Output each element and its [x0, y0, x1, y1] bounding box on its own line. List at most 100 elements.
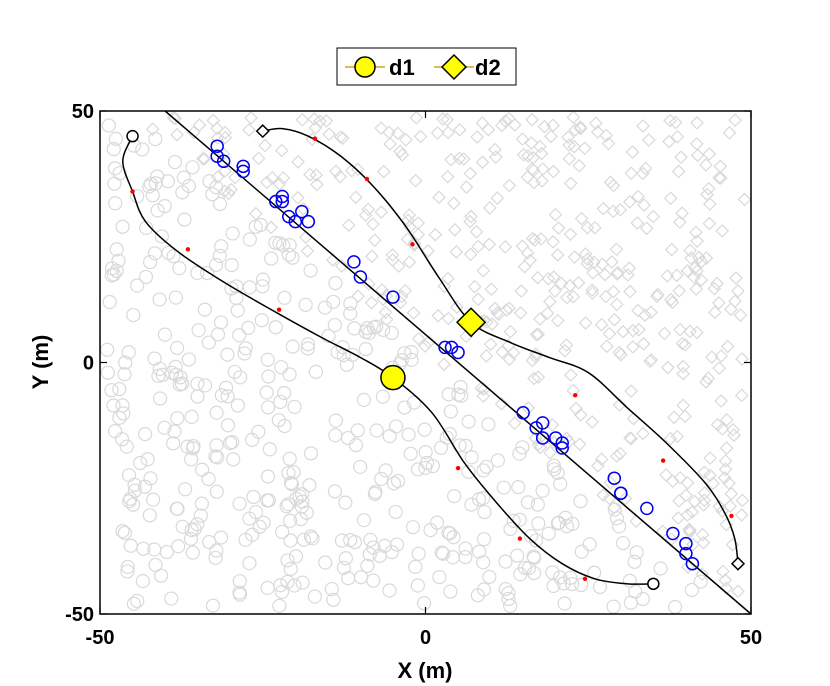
background-circle-marker [205, 598, 221, 613]
background-circle-marker [356, 392, 371, 408]
background-circle-marker [172, 261, 187, 276]
background-circle-marker [405, 520, 421, 535]
background-diamond-marker [221, 186, 236, 201]
background-circle-marker [256, 515, 271, 530]
background-diamond-marker [554, 276, 569, 291]
background-diamond-marker [210, 170, 225, 184]
background-circle-marker [209, 405, 224, 420]
background-circle-marker [305, 531, 320, 546]
background-circle-marker [627, 554, 642, 569]
route-point [216, 154, 231, 169]
background-diamond-marker [568, 123, 583, 137]
background-diamond-marker [607, 500, 621, 515]
background-diamond-marker [670, 429, 685, 444]
background-diamond-marker [578, 247, 593, 261]
route-point [236, 159, 250, 174]
route-point [347, 255, 361, 269]
background-diamond-marker [701, 371, 716, 386]
route-point [438, 340, 452, 355]
background-diamond-marker [612, 345, 627, 360]
background-circle-marker [181, 352, 197, 367]
background-diamond-marker [395, 147, 410, 162]
background-diamond-marker [731, 584, 745, 599]
background-circle-marker [550, 465, 565, 480]
route-point [295, 204, 309, 219]
background-diamond-marker [421, 244, 435, 258]
background-diamond-marker [650, 287, 665, 302]
background-circle-marker [374, 471, 389, 486]
background-circle-marker [200, 265, 215, 281]
background-diamond-marker [650, 289, 664, 304]
background-diamond-marker [217, 184, 232, 199]
background-diamond-marker [662, 134, 676, 149]
background-diamond-marker [546, 270, 561, 284]
background-circle-marker [348, 438, 364, 453]
background-circle-marker [442, 526, 458, 541]
background-diamond-marker [638, 161, 653, 176]
background-diamond-marker [290, 190, 305, 205]
x-axis-label: X (m) [398, 658, 453, 683]
background-circle-marker [417, 422, 432, 437]
background-diamond-marker [563, 278, 577, 293]
background-circle-marker [184, 409, 199, 425]
background-diamond-marker [430, 126, 445, 140]
background-diamond-marker [669, 268, 684, 283]
background-diamond-marker [602, 326, 617, 341]
background-circle-marker [523, 529, 539, 544]
background-circle-marker [107, 161, 123, 176]
route-point [614, 486, 628, 501]
background-circle-marker [274, 360, 289, 375]
background-circle-marker [403, 446, 418, 461]
background-diamond-marker [196, 151, 210, 166]
legend-item-d2[interactable]: d2 [434, 53, 501, 81]
route-point [555, 441, 569, 455]
legend-item-d1[interactable]: d1 [345, 55, 415, 80]
route-point [210, 139, 224, 153]
background-diamond-marker [591, 458, 605, 473]
background-diamond-marker [622, 194, 637, 209]
background-diamond-marker [488, 301, 502, 316]
background-circle-marker [169, 501, 184, 516]
background-circle-marker [287, 399, 302, 415]
background-circle-marker [107, 424, 123, 439]
background-diamond-marker [411, 227, 426, 242]
background-circle-marker [461, 414, 476, 429]
background-diamond-marker [706, 476, 720, 491]
background-diamond-marker [631, 303, 645, 318]
background-diamond-marker [499, 303, 514, 317]
background-diamond-marker [507, 416, 522, 431]
background-circle-marker [178, 482, 193, 497]
background-markers [100, 110, 752, 615]
background-diamond-marker [601, 136, 616, 151]
background-diamond-marker [609, 449, 624, 463]
background-diamond-marker [546, 118, 560, 133]
background-diamond-marker [676, 359, 691, 374]
background-diamond-marker [577, 141, 592, 156]
background-circle-marker [142, 179, 157, 194]
background-circle-marker [394, 352, 409, 368]
background-diamond-marker [636, 119, 650, 133]
background-diamond-marker [699, 375, 713, 389]
background-circle-marker [202, 534, 217, 550]
background-circle-marker [328, 276, 343, 291]
background-circle-marker [157, 199, 172, 214]
background-circle-marker [279, 499, 294, 514]
background-circle-marker [261, 400, 276, 415]
legend[interactable]: d1 d2 [336, 47, 517, 86]
background-diamond-marker [379, 312, 394, 327]
background-diamond-marker [390, 126, 405, 141]
background-diamond-marker [664, 292, 678, 307]
background-diamond-marker [383, 136, 397, 151]
background-circle-marker [476, 582, 492, 597]
background-diamond-marker [687, 261, 702, 275]
background-diamond-marker [566, 383, 581, 398]
background-diamond-marker [498, 240, 513, 254]
background-diamond-marker [291, 155, 305, 169]
background-circle-marker [546, 458, 561, 473]
background-diamond-marker [684, 251, 699, 266]
background-diamond-marker [436, 112, 450, 126]
background-circle-marker [410, 578, 425, 593]
background-circle-marker [106, 267, 121, 282]
background-diamond-marker [398, 283, 413, 298]
background-diamond-marker [364, 295, 379, 310]
